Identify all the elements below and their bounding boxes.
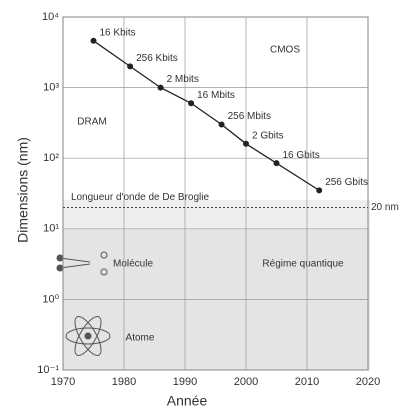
annotation: Atome [126, 333, 155, 344]
data-point [90, 37, 97, 44]
x-tick-label: 2020 [356, 376, 380, 388]
point-label: 256 Gbits [325, 177, 368, 188]
atom-icon [65, 316, 111, 356]
x-tick-label: 1970 [51, 376, 75, 388]
data-point [218, 121, 225, 128]
point-label: 16 Mbits [197, 90, 235, 101]
x-tick-label: 1990 [173, 376, 197, 388]
reference-name: Longueur d'onde de De Broglie [71, 192, 210, 203]
reference-label: 20 nm [371, 202, 399, 213]
y-tick-label: 10⁰ [42, 293, 59, 305]
point-label: 256 Mbits [228, 111, 271, 122]
trend-line [93, 40, 320, 191]
y-tick-label: 10¹ [43, 223, 59, 235]
y-tick-label: 10³ [43, 82, 59, 94]
data-point [316, 187, 323, 194]
data-point [273, 160, 280, 167]
point-label: 256 Kbits [136, 53, 178, 64]
annotation: Régime quantique [262, 259, 344, 270]
data-point [188, 100, 195, 107]
x-tick-label: 2010 [295, 376, 319, 388]
x-tick-label: 2000 [234, 376, 258, 388]
point-label: 16 Kbits [100, 27, 136, 38]
point-label: 16 Gbits [283, 150, 320, 161]
data-point [127, 63, 134, 70]
data-point [243, 140, 249, 147]
point-label: 2 Gbits [252, 130, 284, 141]
x-axis-label: Année [167, 393, 208, 409]
y-tick-label: 10⁻¹ [37, 364, 59, 376]
point-label: 2 Mbits [167, 74, 199, 85]
annotation: DRAM [77, 117, 106, 128]
annotation: Molécule [113, 259, 153, 270]
y-axis-label: Dimensions (nm) [15, 137, 31, 243]
data-point [157, 84, 164, 91]
y-tick-label: 10² [43, 152, 59, 164]
shade-light [63, 200, 370, 229]
annotation: CMOS [270, 45, 300, 56]
y-tick-label: 10⁴ [42, 11, 59, 23]
x-tick-label: 1980 [112, 376, 136, 388]
